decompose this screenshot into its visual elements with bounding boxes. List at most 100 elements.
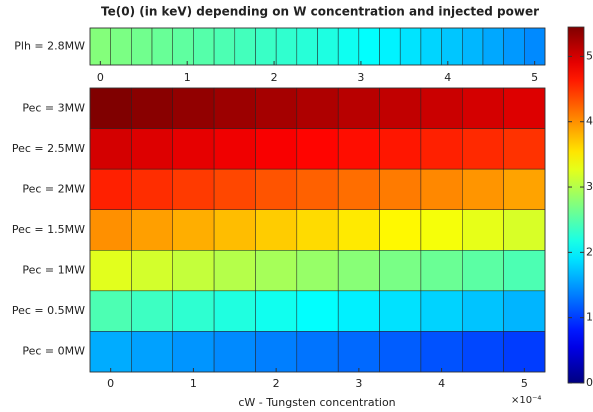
heat-cell	[89, 331, 132, 373]
heat-cell	[337, 128, 380, 170]
x-tick-label: 4	[444, 71, 451, 84]
colorbar-tick-label: 5	[586, 49, 593, 62]
heat-cell	[296, 250, 339, 292]
x-tick-label: 0	[97, 71, 104, 84]
heat-cell	[131, 27, 153, 66]
heat-cell	[462, 27, 484, 66]
heat-cell	[379, 331, 422, 373]
heat-cell	[89, 128, 132, 170]
heat-cell	[213, 87, 256, 129]
heat-cell	[131, 128, 173, 170]
heat-cell	[255, 290, 298, 332]
y-tick-label: Pec = 2.5MW	[12, 142, 85, 155]
heat-cell	[131, 168, 173, 210]
x-tick-label: 2	[273, 377, 280, 390]
plot-frame	[89, 27, 546, 66]
heat-cell	[379, 87, 422, 129]
heat-cell	[131, 331, 173, 373]
heat-cell	[296, 27, 318, 66]
heat-cell	[151, 27, 173, 66]
heat-cell	[420, 168, 463, 210]
colorbar-tick-label: 1	[586, 311, 593, 324]
heat-cell	[524, 27, 546, 66]
heat-cell	[296, 128, 339, 170]
heat-cell	[482, 27, 504, 66]
heat-cell	[172, 27, 194, 66]
heat-cell	[337, 87, 380, 129]
heat-cell	[317, 27, 339, 66]
heat-cell	[296, 87, 339, 129]
heat-cell	[213, 290, 256, 332]
heat-cell	[213, 209, 256, 251]
chart-title: Te(0) (in keV) depending on W concentrat…	[101, 5, 539, 19]
heat-cell	[503, 250, 546, 292]
heat-cell	[255, 128, 298, 170]
y-tick-label: Pec = 1MW	[22, 264, 85, 277]
heat-cell	[337, 168, 380, 210]
heat-cell	[337, 27, 360, 66]
heat-cell	[213, 27, 236, 66]
heat-cell	[296, 168, 339, 210]
x-tick-label: 5	[521, 377, 528, 390]
heat-cell	[172, 331, 215, 373]
heat-cell	[131, 209, 173, 251]
heat-cell	[89, 27, 111, 66]
heat-cell	[89, 209, 132, 251]
heat-cell	[462, 87, 504, 129]
heat-cell	[503, 290, 546, 332]
heat-cell	[420, 209, 463, 251]
heat-cell	[89, 250, 132, 292]
heat-cell	[337, 331, 380, 373]
heat-cell	[213, 331, 256, 373]
heat-cell	[420, 27, 442, 66]
colorbar-tick-label: 3	[586, 180, 593, 193]
heat-cell	[255, 209, 298, 251]
heat-cell	[213, 128, 256, 170]
heat-cell	[255, 331, 298, 373]
heat-cell	[131, 87, 173, 129]
x-tick-label: 3	[357, 71, 364, 84]
heat-cell	[213, 250, 256, 292]
colorbar	[567, 26, 585, 384]
heat-cell	[379, 128, 422, 170]
heat-cell	[503, 331, 546, 373]
heat-cell	[441, 27, 463, 66]
heat-cell	[420, 128, 463, 170]
colorbar-tick-label: 2	[586, 245, 593, 258]
heat-cell	[337, 209, 380, 251]
x-tick-label: 3	[355, 377, 362, 390]
heat-cell	[234, 27, 256, 66]
heat-cell	[296, 209, 339, 251]
plot-frame	[89, 87, 546, 373]
x-tick-label: 5	[531, 71, 538, 84]
colorbar-tick-label: 4	[586, 115, 593, 128]
heat-cell	[131, 290, 173, 332]
heat-cell	[358, 27, 380, 66]
y-tick-label: Pec = 1.5MW	[12, 223, 85, 236]
heat-cell	[462, 250, 504, 292]
x-tick-label: 0	[107, 377, 114, 390]
heat-cell	[462, 128, 504, 170]
heat-cell	[503, 209, 546, 251]
heat-cell	[462, 331, 504, 373]
x-tick-label: 4	[438, 377, 445, 390]
heat-cell	[255, 168, 298, 210]
x-tick-label: 1	[190, 377, 197, 390]
heat-cell	[420, 87, 463, 129]
heat-cell	[172, 290, 215, 332]
heat-cell	[296, 290, 339, 332]
heat-cell	[379, 209, 422, 251]
heat-cell	[503, 168, 546, 210]
heat-cell	[255, 27, 277, 66]
heat-cell	[193, 27, 215, 66]
heat-cell	[110, 27, 132, 66]
x-tick-label: 2	[271, 71, 278, 84]
y-tick-label: Pec = 3MW	[22, 101, 85, 114]
x-tick-label: 1	[184, 71, 191, 84]
heat-cell	[420, 250, 463, 292]
heat-cell	[89, 290, 132, 332]
heat-cell	[337, 290, 380, 332]
heat-cell	[131, 250, 173, 292]
heat-cell	[172, 168, 215, 210]
heat-cell	[503, 128, 546, 170]
